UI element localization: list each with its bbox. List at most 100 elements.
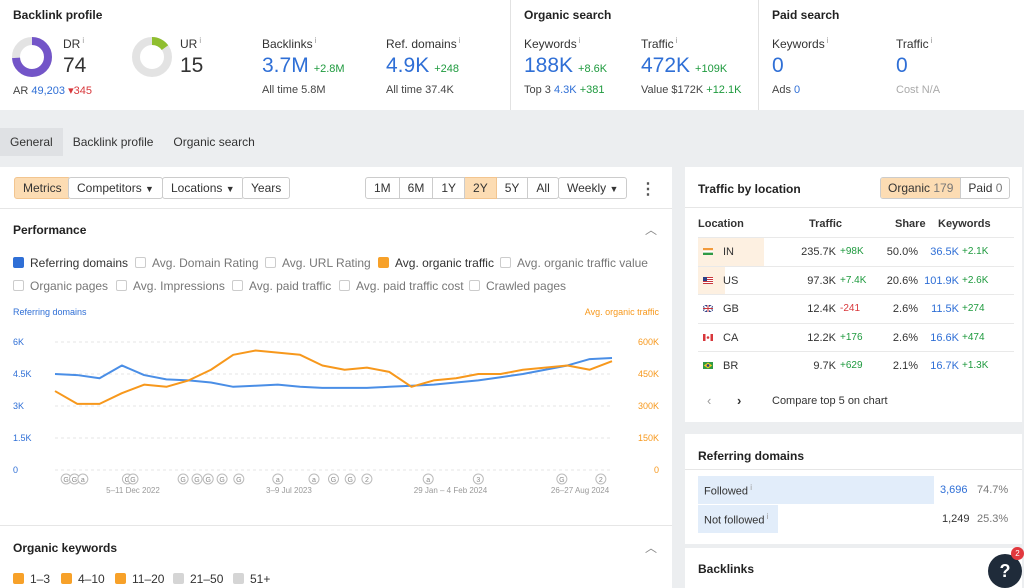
ref-domains-value[interactable]: 4.9K bbox=[386, 54, 430, 77]
interval-dropdown[interactable]: Weekly ▼ bbox=[558, 177, 628, 199]
location-row[interactable]: GB 12.4K -241 2.6% 11.5K +274 bbox=[698, 294, 1014, 323]
collapse-icon[interactable]: ︿ bbox=[645, 223, 658, 237]
traffic-delta: -241 bbox=[840, 303, 861, 314]
traffic-value: 9.7K bbox=[813, 360, 836, 372]
checkbox-organic-pages[interactable]: Organic pages bbox=[13, 279, 108, 293]
not-followed-share-bar bbox=[698, 505, 778, 533]
chart-annotation-label: G bbox=[219, 477, 224, 484]
chart-annotation-marker bbox=[472, 473, 484, 485]
divider bbox=[0, 525, 672, 526]
ref-domains-metric[interactable]: 4.9K +248 bbox=[386, 54, 459, 78]
tab-general[interactable]: General bbox=[0, 128, 63, 156]
chart-annotation-label: G bbox=[72, 477, 77, 484]
checkbox-avg-paid-traffic-cost[interactable]: Avg. paid traffic cost bbox=[339, 279, 464, 293]
top3-value[interactable]: 4.3K bbox=[553, 84, 577, 96]
more-options-icon[interactable]: ⋮ bbox=[640, 181, 656, 198]
keywords-value[interactable]: 16.7K bbox=[930, 360, 959, 372]
chart-annotation-label: a bbox=[312, 477, 316, 484]
organic-toggle[interactable]: Organic 179 bbox=[881, 178, 961, 198]
keywords-value[interactable]: 11.5K bbox=[931, 303, 959, 315]
organic-keywords-title: Organic keywords bbox=[13, 541, 118, 555]
next-arrow-icon[interactable]: › bbox=[737, 393, 742, 408]
organic-traffic-label: Traffic i bbox=[641, 36, 678, 51]
checkbox-icon bbox=[500, 257, 511, 268]
country-code: BR bbox=[723, 360, 739, 372]
collapse-icon[interactable]: ︿ bbox=[645, 541, 658, 555]
referring-domains-title: Referring domains bbox=[698, 449, 805, 463]
checkbox-avg-organic-traffic[interactable]: Avg. organic traffic bbox=[378, 256, 494, 270]
checkbox-avg-organic-traffic-value[interactable]: Avg. organic traffic value bbox=[500, 256, 648, 270]
divider bbox=[0, 208, 672, 209]
tab-organic-search[interactable]: Organic search bbox=[173, 135, 255, 149]
keywords-delta: +2.1K bbox=[962, 246, 989, 257]
checkbox-avg-paid-traffic[interactable]: Avg. paid traffic bbox=[232, 279, 331, 293]
filter-21-50[interactable]: 21–50 bbox=[173, 572, 223, 586]
keywords-value[interactable]: 101.9K bbox=[924, 274, 959, 287]
paid-traffic-value[interactable]: 0 bbox=[896, 54, 908, 77]
filter-51-plus[interactable]: 51+ bbox=[233, 572, 270, 586]
organic-keywords-value[interactable]: 188K bbox=[524, 54, 574, 77]
keywords-value[interactable]: 36.5K bbox=[930, 246, 959, 258]
range-1y[interactable]: 1Y bbox=[433, 177, 466, 199]
checkbox-avg-domain-rating[interactable]: Avg. Domain Rating bbox=[135, 256, 259, 270]
tab-backlink-profile[interactable]: Backlink profile bbox=[72, 135, 154, 149]
paid-toggle[interactable]: Paid 0 bbox=[960, 178, 1009, 198]
followed-label: Followed i bbox=[704, 483, 753, 498]
location-row[interactable]: CA 12.2K +176 2.6% 16.6K +474 bbox=[698, 322, 1014, 352]
organic-search-title: Organic search bbox=[524, 8, 612, 22]
checkbox-icon bbox=[232, 280, 243, 291]
ar-value[interactable]: 49,203 bbox=[31, 85, 65, 97]
checkbox-referring-domains[interactable]: Referring domains bbox=[13, 256, 128, 270]
paid-keywords-value[interactable]: 0 bbox=[772, 54, 784, 77]
range-all[interactable]: All bbox=[528, 177, 559, 199]
location-row[interactable]: US 97.3K +7.4K 20.6% 101.9K +2.6K bbox=[698, 265, 1014, 294]
ar-delta-down: ▾345 bbox=[68, 85, 92, 97]
organic-traffic-metric[interactable]: 472K +109K bbox=[641, 54, 727, 78]
caret-down-icon: ▼ bbox=[225, 184, 235, 194]
followed-value[interactable]: 3,696 bbox=[940, 484, 968, 496]
location-row[interactable]: BR 9.7K +629 2.1% 16.7K +1.3K bbox=[698, 351, 1014, 380]
range-6m[interactable]: 6M bbox=[399, 177, 434, 199]
checkbox-avg-impressions[interactable]: Avg. Impressions bbox=[116, 279, 225, 293]
caret-down-icon: ▼ bbox=[145, 184, 154, 194]
divider bbox=[685, 207, 1022, 208]
compare-top5-link[interactable]: Compare top 5 on chart bbox=[772, 395, 888, 407]
share-value: 2.6% bbox=[892, 331, 918, 344]
metrics-button[interactable]: Metrics bbox=[14, 177, 71, 199]
prev-arrow-icon[interactable]: ‹ bbox=[707, 393, 712, 408]
organic-traffic-value[interactable]: 472K bbox=[641, 54, 691, 77]
checkbox-avg-url-rating[interactable]: Avg. URL Rating bbox=[265, 256, 371, 270]
filter-1-3[interactable]: 1–3 bbox=[13, 572, 50, 586]
range-1m[interactable]: 1M bbox=[365, 177, 400, 199]
organic-keywords-metric[interactable]: 188K +8.6K bbox=[524, 54, 607, 78]
traffic-delta: +98K bbox=[840, 246, 864, 257]
location-row[interactable]: IN 235.7K +98K 50.0% 36.5K +2.1K bbox=[698, 237, 1014, 266]
chart-annotation-marker bbox=[595, 473, 607, 485]
chart-annotation-label: G bbox=[180, 477, 185, 484]
range-5y[interactable]: 5Y bbox=[496, 177, 529, 199]
traffic-value: 235.7K bbox=[801, 246, 836, 258]
filter-4-10[interactable]: 4–10 bbox=[61, 572, 105, 586]
chart-annotation-label: G bbox=[236, 477, 241, 484]
chart-annotation-marker bbox=[191, 473, 203, 485]
chart-annotation-label: G bbox=[63, 477, 68, 484]
ads-row: Ads 0 bbox=[772, 84, 801, 96]
filter-11-20[interactable]: 11–20 bbox=[115, 572, 164, 586]
competitors-dropdown[interactable]: Competitors ▼ bbox=[68, 177, 163, 199]
paid-search-title: Paid search bbox=[772, 8, 840, 22]
chart-annotation-marker bbox=[127, 473, 139, 485]
col-keywords: Keywords bbox=[938, 218, 991, 230]
chart-annotation-marker bbox=[328, 473, 339, 485]
traffic-by-location-panel: Traffic by location Organic 179 Paid 0 L… bbox=[685, 167, 1022, 422]
ur-value: 15 bbox=[180, 54, 204, 77]
backlinks-panel: Backlinks bbox=[685, 548, 1022, 588]
range-2y[interactable]: 2Y bbox=[465, 177, 497, 199]
checkbox-crawled-pages[interactable]: Crawled pages bbox=[469, 279, 566, 293]
paid-keywords-label: Keywords i bbox=[772, 36, 829, 51]
keywords-value[interactable]: 16.6K bbox=[930, 331, 959, 344]
backlinks-metric[interactable]: 3.7M +2.8M bbox=[262, 54, 345, 78]
backlinks-value[interactable]: 3.7M bbox=[262, 54, 309, 77]
right-tick-label: 450K bbox=[638, 369, 659, 379]
years-button[interactable]: Years bbox=[242, 177, 291, 199]
locations-dropdown[interactable]: Locations ▼ bbox=[162, 177, 244, 199]
